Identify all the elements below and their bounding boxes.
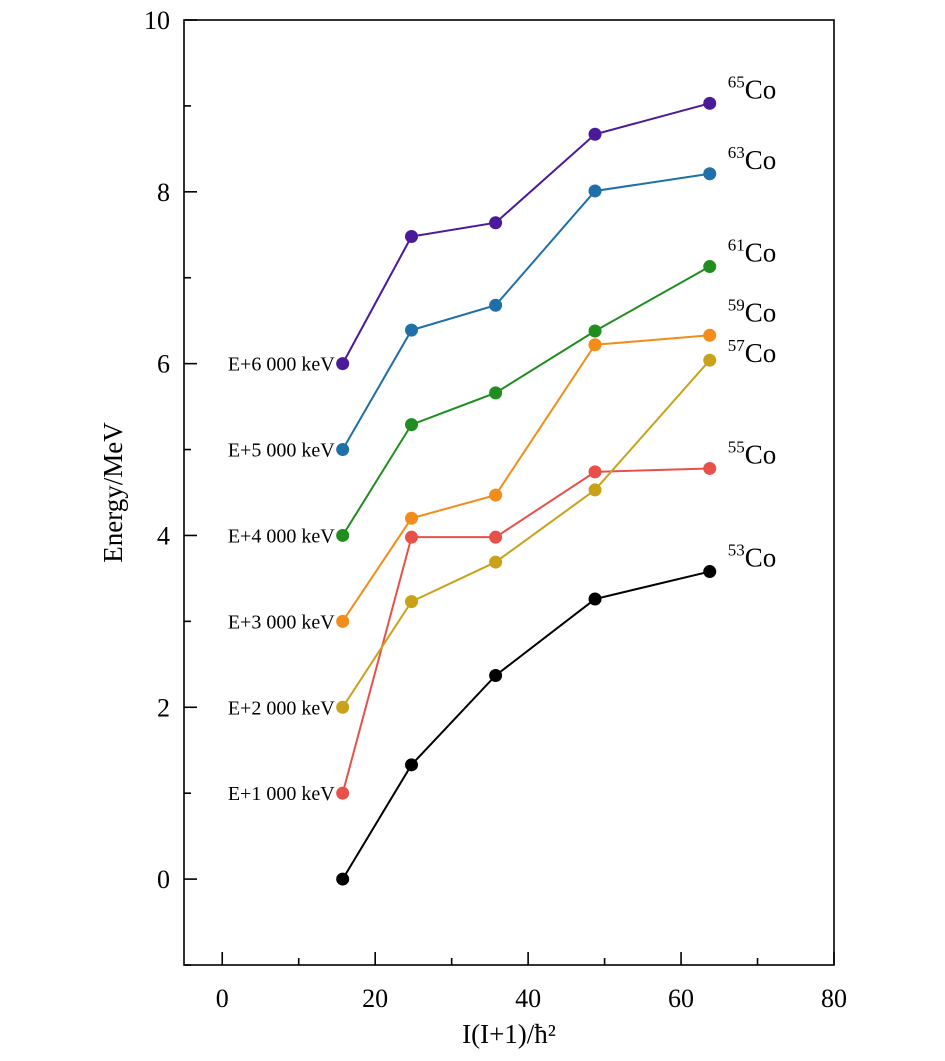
y-axis-title: Energy/MeV	[98, 422, 128, 563]
data-point	[336, 700, 350, 714]
data-point	[336, 872, 350, 886]
isotope-mass: 55	[728, 437, 745, 456]
series-53-co	[336, 565, 717, 886]
isotope-element: Co	[745, 238, 777, 268]
data-point	[588, 184, 602, 198]
isotope-label: 57Co	[728, 336, 777, 368]
data-point	[588, 592, 602, 606]
offset-label: E+2 000 keV	[228, 697, 335, 719]
data-point	[703, 461, 717, 475]
offset-label: E+5 000 keV	[228, 440, 335, 462]
data-point	[336, 528, 350, 542]
data-point	[703, 353, 717, 367]
series-line	[341, 570, 710, 880]
data-point	[489, 488, 503, 502]
isotope-element: Co	[745, 439, 777, 469]
data-point	[405, 530, 418, 544]
x-tick-label: 0	[216, 984, 229, 1013]
data-point	[405, 323, 418, 337]
data-point	[703, 96, 717, 110]
data-point	[489, 668, 503, 682]
offset-label: E+4 000 keV	[228, 525, 335, 547]
data-point	[336, 786, 350, 800]
data-point	[405, 418, 418, 432]
x-tick-label: 60	[668, 984, 694, 1013]
isotope-mass: 53	[728, 541, 745, 560]
isotope-element: Co	[745, 543, 777, 573]
series-line	[341, 265, 711, 536]
isotope-mass: 63	[728, 143, 745, 162]
data-point	[336, 614, 350, 628]
y-tick-label: 2	[157, 693, 170, 722]
isotope-element: Co	[745, 297, 777, 327]
data-point	[588, 483, 602, 497]
isotope-label: 65Co	[728, 72, 777, 104]
isotope-element: Co	[745, 338, 777, 368]
offset-label: E+3 000 keV	[228, 611, 335, 633]
series-line	[341, 467, 710, 794]
data-point	[489, 216, 503, 230]
data-point	[405, 229, 418, 243]
data-point	[489, 530, 503, 544]
isotope-element: Co	[745, 74, 777, 104]
data-point	[588, 338, 602, 352]
isotope-label: 53Co	[728, 541, 777, 573]
x-tick-label: 80	[821, 984, 847, 1013]
x-tick-label: 40	[515, 984, 541, 1013]
series-65-co	[336, 96, 717, 371]
data-point	[703, 565, 717, 579]
isotope-mass: 59	[728, 295, 745, 314]
x-tick-label: 20	[362, 984, 388, 1013]
isotope-mass: 65	[728, 72, 745, 91]
isotope-mass: 57	[728, 336, 746, 355]
data-point	[405, 511, 418, 525]
isotope-element: Co	[745, 145, 777, 175]
data-point	[405, 758, 418, 772]
data-point	[703, 260, 717, 274]
data-point	[489, 555, 503, 569]
series-57-co	[336, 353, 717, 714]
series-61-co	[336, 260, 717, 542]
data-point	[703, 328, 717, 342]
data-point	[405, 595, 418, 609]
data-point	[588, 127, 602, 141]
y-tick-label: 4	[157, 521, 170, 550]
y-tick-label: 6	[157, 350, 170, 379]
offset-label: E+1 000 keV	[228, 783, 335, 805]
data-point	[489, 386, 503, 400]
isotope-label: 63Co	[728, 143, 777, 175]
data-point	[336, 443, 350, 457]
series-55-co	[336, 461, 717, 800]
series-line	[341, 172, 710, 451]
isotope-label: 61Co	[728, 236, 777, 268]
isotope-label: 55Co	[728, 437, 777, 469]
series-63-co	[336, 167, 717, 457]
plot-frame	[183, 19, 835, 966]
data-point	[336, 357, 350, 371]
series-line	[341, 359, 711, 708]
y-tick-label: 10	[144, 6, 170, 35]
series-line	[341, 102, 710, 365]
y-tick-label: 0	[157, 865, 170, 894]
data-point	[588, 465, 602, 479]
y-tick-label: 8	[157, 178, 170, 207]
data-point	[489, 298, 503, 312]
series-line	[341, 334, 710, 622]
offset-label: E+6 000 keV	[228, 354, 335, 376]
data-point	[703, 167, 717, 181]
isotope-label: 59Co	[728, 295, 777, 327]
series-59-co	[336, 328, 717, 628]
isotope-mass: 61	[728, 236, 745, 255]
data-point	[588, 324, 602, 338]
x-axis-title: I(I+1)/ħ²	[462, 1019, 556, 1049]
